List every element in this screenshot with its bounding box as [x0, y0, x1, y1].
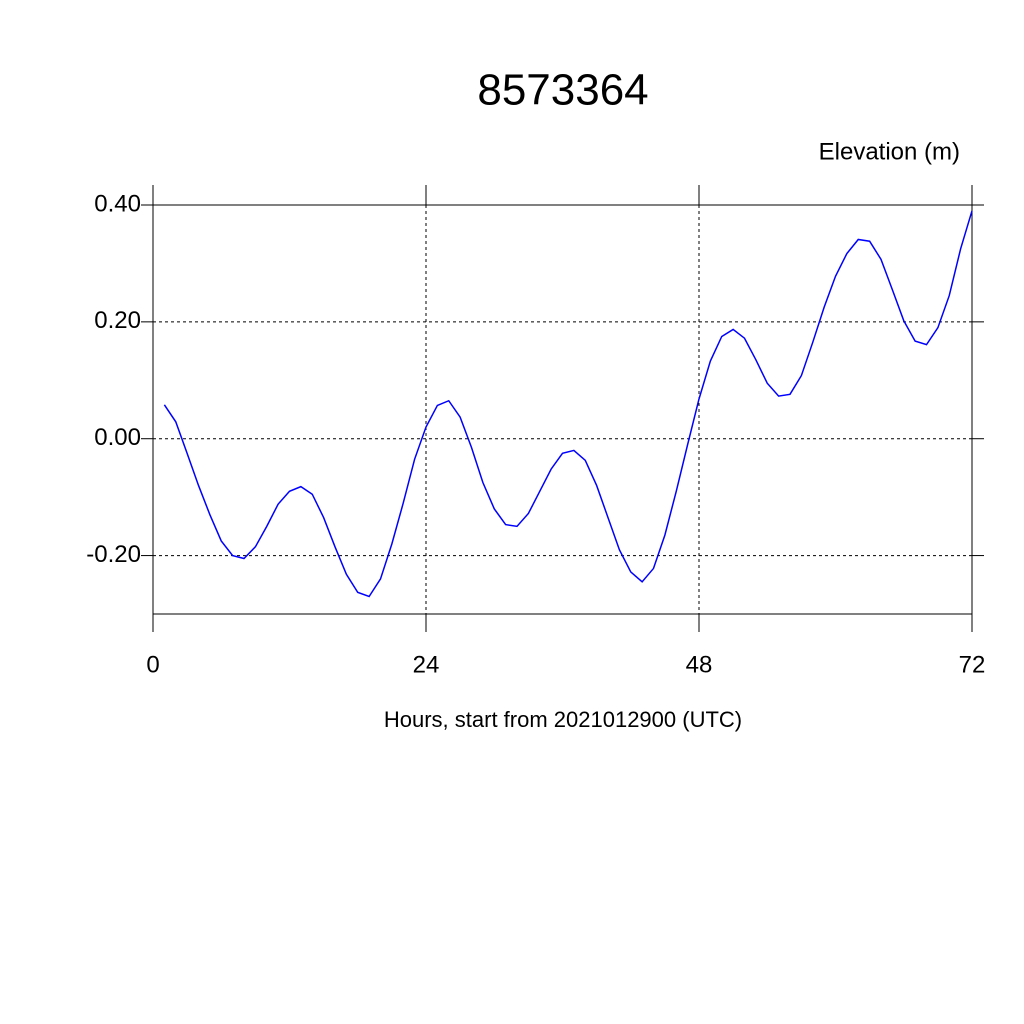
plot-frame	[152, 204, 973, 615]
x-tick-label: 48	[686, 651, 713, 678]
x-tick-label: 0	[146, 651, 159, 678]
chart-subtitle: Elevation (m)	[819, 138, 960, 165]
x-tick-label: 24	[413, 651, 440, 678]
x-axis-label: Hours, start from 2021012900 (UTC)	[384, 707, 742, 732]
chart-title: 8573364	[477, 66, 648, 115]
y-tick-label: 0.20	[94, 307, 141, 334]
y-tick-label: 0.00	[94, 424, 141, 451]
data-line	[163, 210, 973, 598]
x-tick-label: 72	[959, 651, 986, 678]
y-tick-label: -0.20	[86, 541, 141, 568]
y-tick-label: 0.40	[94, 190, 141, 217]
